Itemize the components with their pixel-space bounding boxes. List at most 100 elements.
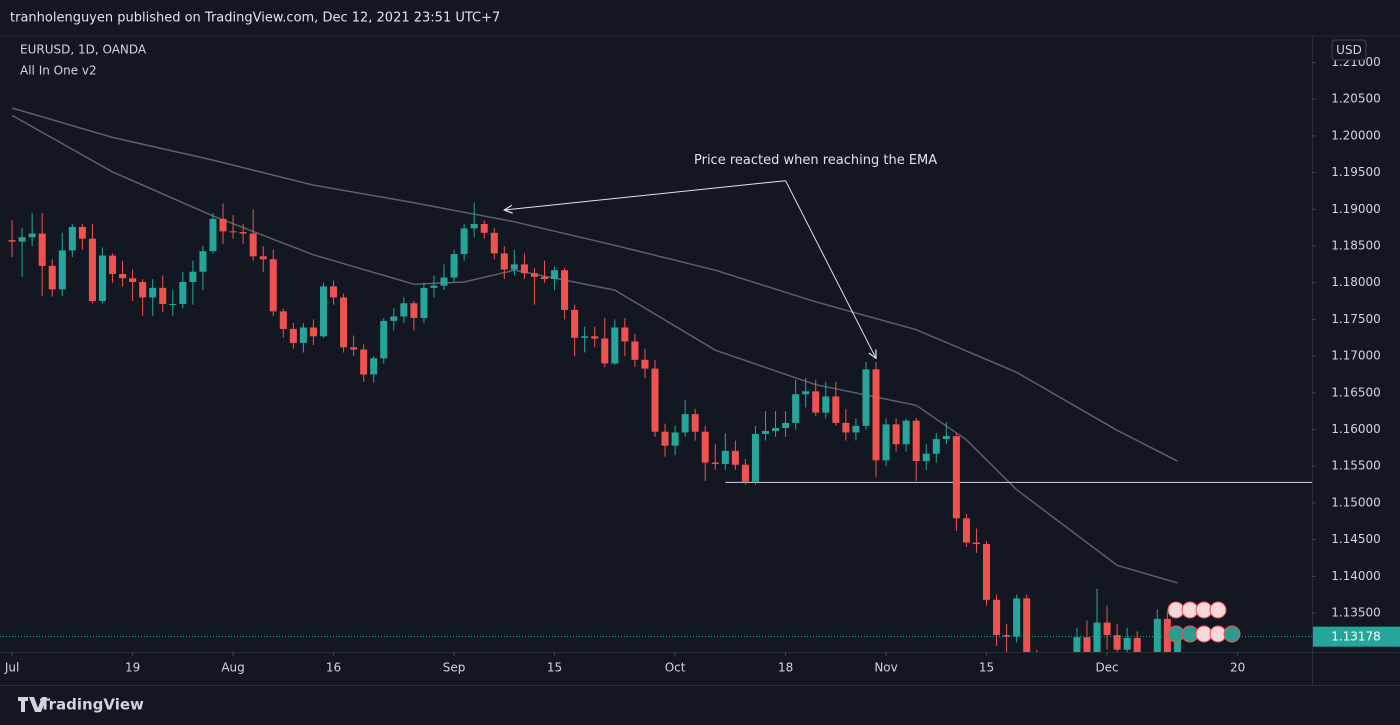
candle-body (319, 286, 327, 337)
candle-body (982, 544, 991, 600)
y-tick-label: 1.15500 (1331, 459, 1381, 473)
candle-body (1123, 637, 1131, 650)
candle-body (681, 414, 689, 433)
candle-body (370, 358, 378, 375)
candle-body (601, 338, 609, 364)
candle-body (822, 396, 830, 413)
candle-body (1103, 622, 1111, 636)
x-tick-label: 15 (979, 661, 994, 675)
currency-box[interactable] (1331, 39, 1367, 61)
y-tick-label: 1.14000 (1331, 569, 1381, 583)
logo-icon[interactable] (18, 697, 47, 712)
x-tick-label: Aug (221, 661, 244, 675)
annotation-arrow (504, 180, 786, 210)
last-price-box (1313, 626, 1400, 647)
candle-body (721, 450, 729, 465)
y-tick-label: 1.15000 (1331, 495, 1381, 509)
x-tick-label: Jul (4, 661, 19, 675)
candle-body (159, 287, 167, 305)
candle-body (189, 271, 197, 282)
candle-body (802, 391, 810, 395)
y-tick-label: 1.19000 (1331, 202, 1381, 216)
candle-body (561, 270, 569, 310)
x-tick-label: 20 (1230, 661, 1245, 675)
candle-body (149, 287, 157, 298)
x-tick-label: 19 (125, 661, 140, 675)
candle-body (812, 391, 820, 413)
candle-body (440, 277, 448, 286)
candle-body (661, 431, 669, 446)
candle-body (701, 431, 709, 463)
x-tick-label: Oct (665, 661, 686, 675)
y-tick-label: 1.16000 (1331, 422, 1381, 436)
candle-body (420, 287, 428, 318)
footer-logo[interactable]: TradingView (18, 696, 144, 714)
y-tick-label: 1.19500 (1331, 165, 1381, 179)
candle-body (711, 462, 719, 465)
candle-body (972, 542, 980, 545)
candle-body (1173, 636, 1181, 652)
x-tick-label: 16 (326, 661, 341, 675)
x-tick-label: Nov (874, 661, 897, 675)
candle-body (782, 422, 790, 429)
candle-body (571, 309, 579, 338)
candle-body (470, 223, 478, 229)
y-tick-label: 1.13500 (1331, 606, 1381, 620)
candle-body (119, 273, 127, 279)
candle-body (862, 369, 870, 426)
candle-body (68, 226, 76, 251)
candle-body (289, 328, 297, 343)
candle-body (500, 253, 508, 270)
candle-body (299, 327, 307, 343)
x-tick-label: 15 (547, 661, 562, 675)
candle-body (540, 276, 549, 280)
y-tick-label: 1.14500 (1331, 532, 1381, 546)
candle-body (139, 281, 147, 298)
candle-body (551, 270, 559, 280)
annotation-text: Price reacted when reaching the EMA (694, 153, 937, 168)
candle-body (490, 232, 498, 254)
brand-text[interactable]: TradingView (40, 696, 144, 714)
currency-label[interactable]: USD (1336, 43, 1362, 57)
candle-body (872, 369, 880, 461)
symbol-legend: EURUSD, 1D, OANDA (20, 43, 147, 57)
candle-body (179, 281, 187, 305)
candle-body (922, 453, 930, 462)
event-icon (1223, 625, 1241, 643)
candle-body (450, 254, 458, 278)
candle-body (360, 349, 368, 375)
y-tick-label: 1.17000 (1331, 349, 1381, 363)
candle-body (1093, 622, 1101, 652)
last-price-label: 1.13178 (1331, 630, 1381, 644)
candle-body (480, 223, 488, 233)
candle-body (88, 238, 96, 302)
candle-body (832, 396, 840, 423)
candle-body (169, 304, 177, 306)
candle-body (912, 420, 920, 462)
candle-body (731, 450, 739, 465)
plot-area: Price reacted when reaching the EMA (0, 107, 1312, 652)
candle-body (611, 327, 619, 364)
candle-body (350, 347, 358, 350)
candle-body (510, 264, 518, 270)
y-tick-label: 1.18500 (1331, 239, 1381, 253)
candle-body (1153, 618, 1161, 652)
axes: 1.13500 1.14000 1.14500 1.15000 1.15500 1.160… (4, 55, 1400, 675)
candle-body (591, 336, 599, 339)
candle-body (691, 414, 699, 432)
candle-body (520, 264, 528, 274)
candle-body (8, 240, 16, 242)
published-line: tranholenguyen published on TradingView.… (10, 11, 500, 26)
candle-body (199, 251, 207, 272)
candle-body (249, 233, 257, 257)
candle-body (962, 518, 970, 543)
candle-body (952, 436, 960, 519)
candle-body (380, 320, 388, 359)
candle-body (1083, 637, 1091, 652)
candle-body (1023, 598, 1031, 652)
y-tick-label: 1.20500 (1331, 92, 1381, 106)
annotation-arrow (785, 180, 876, 359)
ema-line (11, 114, 1178, 584)
